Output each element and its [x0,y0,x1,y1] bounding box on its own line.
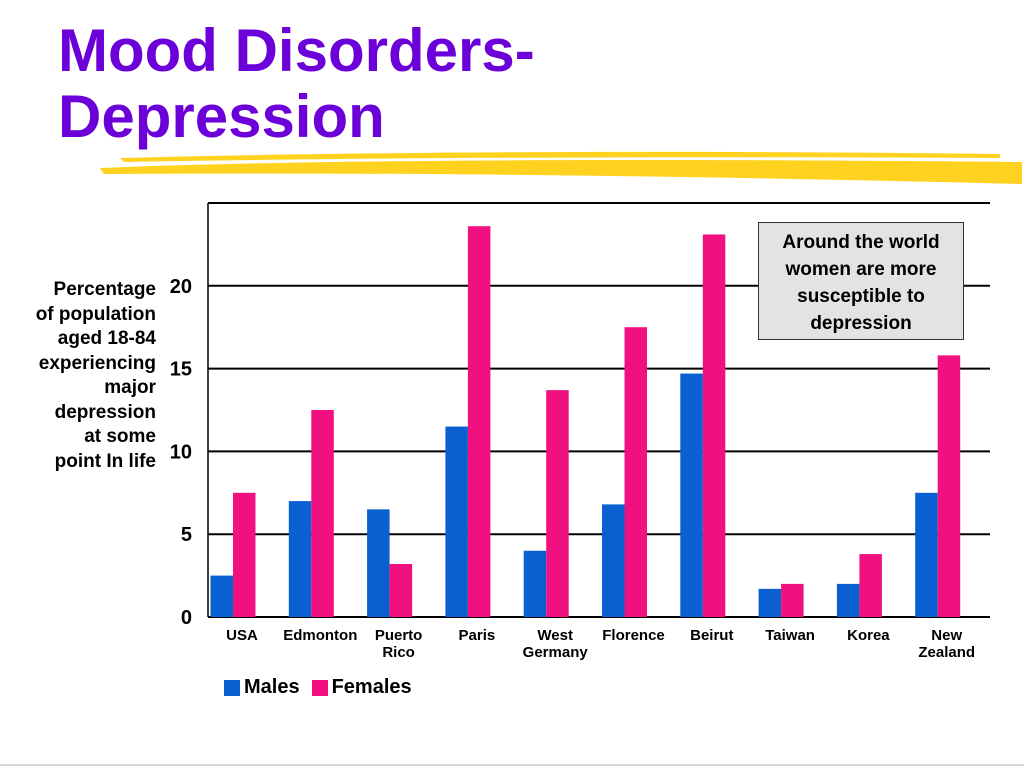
x-tick-label: Florence [602,627,665,644]
bar-males [288,501,312,617]
swoosh-stroke-thin [120,151,1000,162]
x-tick-label: West [537,627,573,644]
bar-males [523,550,547,617]
bar-males [445,426,468,617]
title-line-1: Mood Disorders- [58,17,535,84]
x-tick-label: Germany [523,644,589,661]
x-tick-label: Puerto [375,627,423,644]
y-tick-label: 15 [170,359,192,381]
swoosh-stroke [100,160,1022,184]
bar-males [367,509,390,617]
bar-males [602,504,625,617]
bar-females [702,234,726,618]
y-axis-label: Percentage of population aged 18-84 expe… [35,279,156,472]
bar-males [915,492,938,617]
bar-females [389,564,413,617]
x-tick-label: Korea [847,627,890,644]
bottom-divider [0,764,1024,766]
slide-title: Mood Disorders- Depression [58,18,535,150]
bar-females [233,492,256,617]
x-tick-label: Taiwan [765,627,815,644]
legend-item-females: Females [311,676,412,699]
legend-label-females: Females [331,676,412,698]
chart-legend: Males Females [224,676,424,699]
bar-males [680,373,703,617]
y-tick-label: 0 [181,607,192,629]
bar-females [624,327,647,617]
legend-label-males: Males [244,676,300,698]
y-tick-label: 5 [181,524,192,546]
y-tick-label: 20 [170,276,192,298]
bar-females [781,583,804,617]
title-line-2: Depression [58,83,385,150]
x-tick-label: Beirut [690,627,733,644]
legend-swatch-females [311,679,328,696]
bar-males [836,583,860,617]
x-tick-label: Edmonton [283,627,357,644]
bar-females [859,554,882,617]
highlighter-swoosh [100,151,1022,184]
legend-swatch-males [224,679,240,696]
bar-females [467,226,491,617]
legend-item-males: Males [224,676,300,699]
bar-females [546,390,569,617]
bar-males [758,588,782,617]
annotation-box: Around the world women are more suscepti… [758,222,964,340]
x-tick-label: Rico [382,644,415,661]
y-tick-label: 10 [170,441,192,463]
bar-females [311,410,334,617]
x-tick-label: New [931,627,962,644]
bar-males [210,575,233,617]
x-tick-label: USA [226,627,258,644]
bar-females [937,355,961,617]
x-tick-label: Paris [459,627,496,644]
x-tick-label: Zealand [918,644,975,661]
